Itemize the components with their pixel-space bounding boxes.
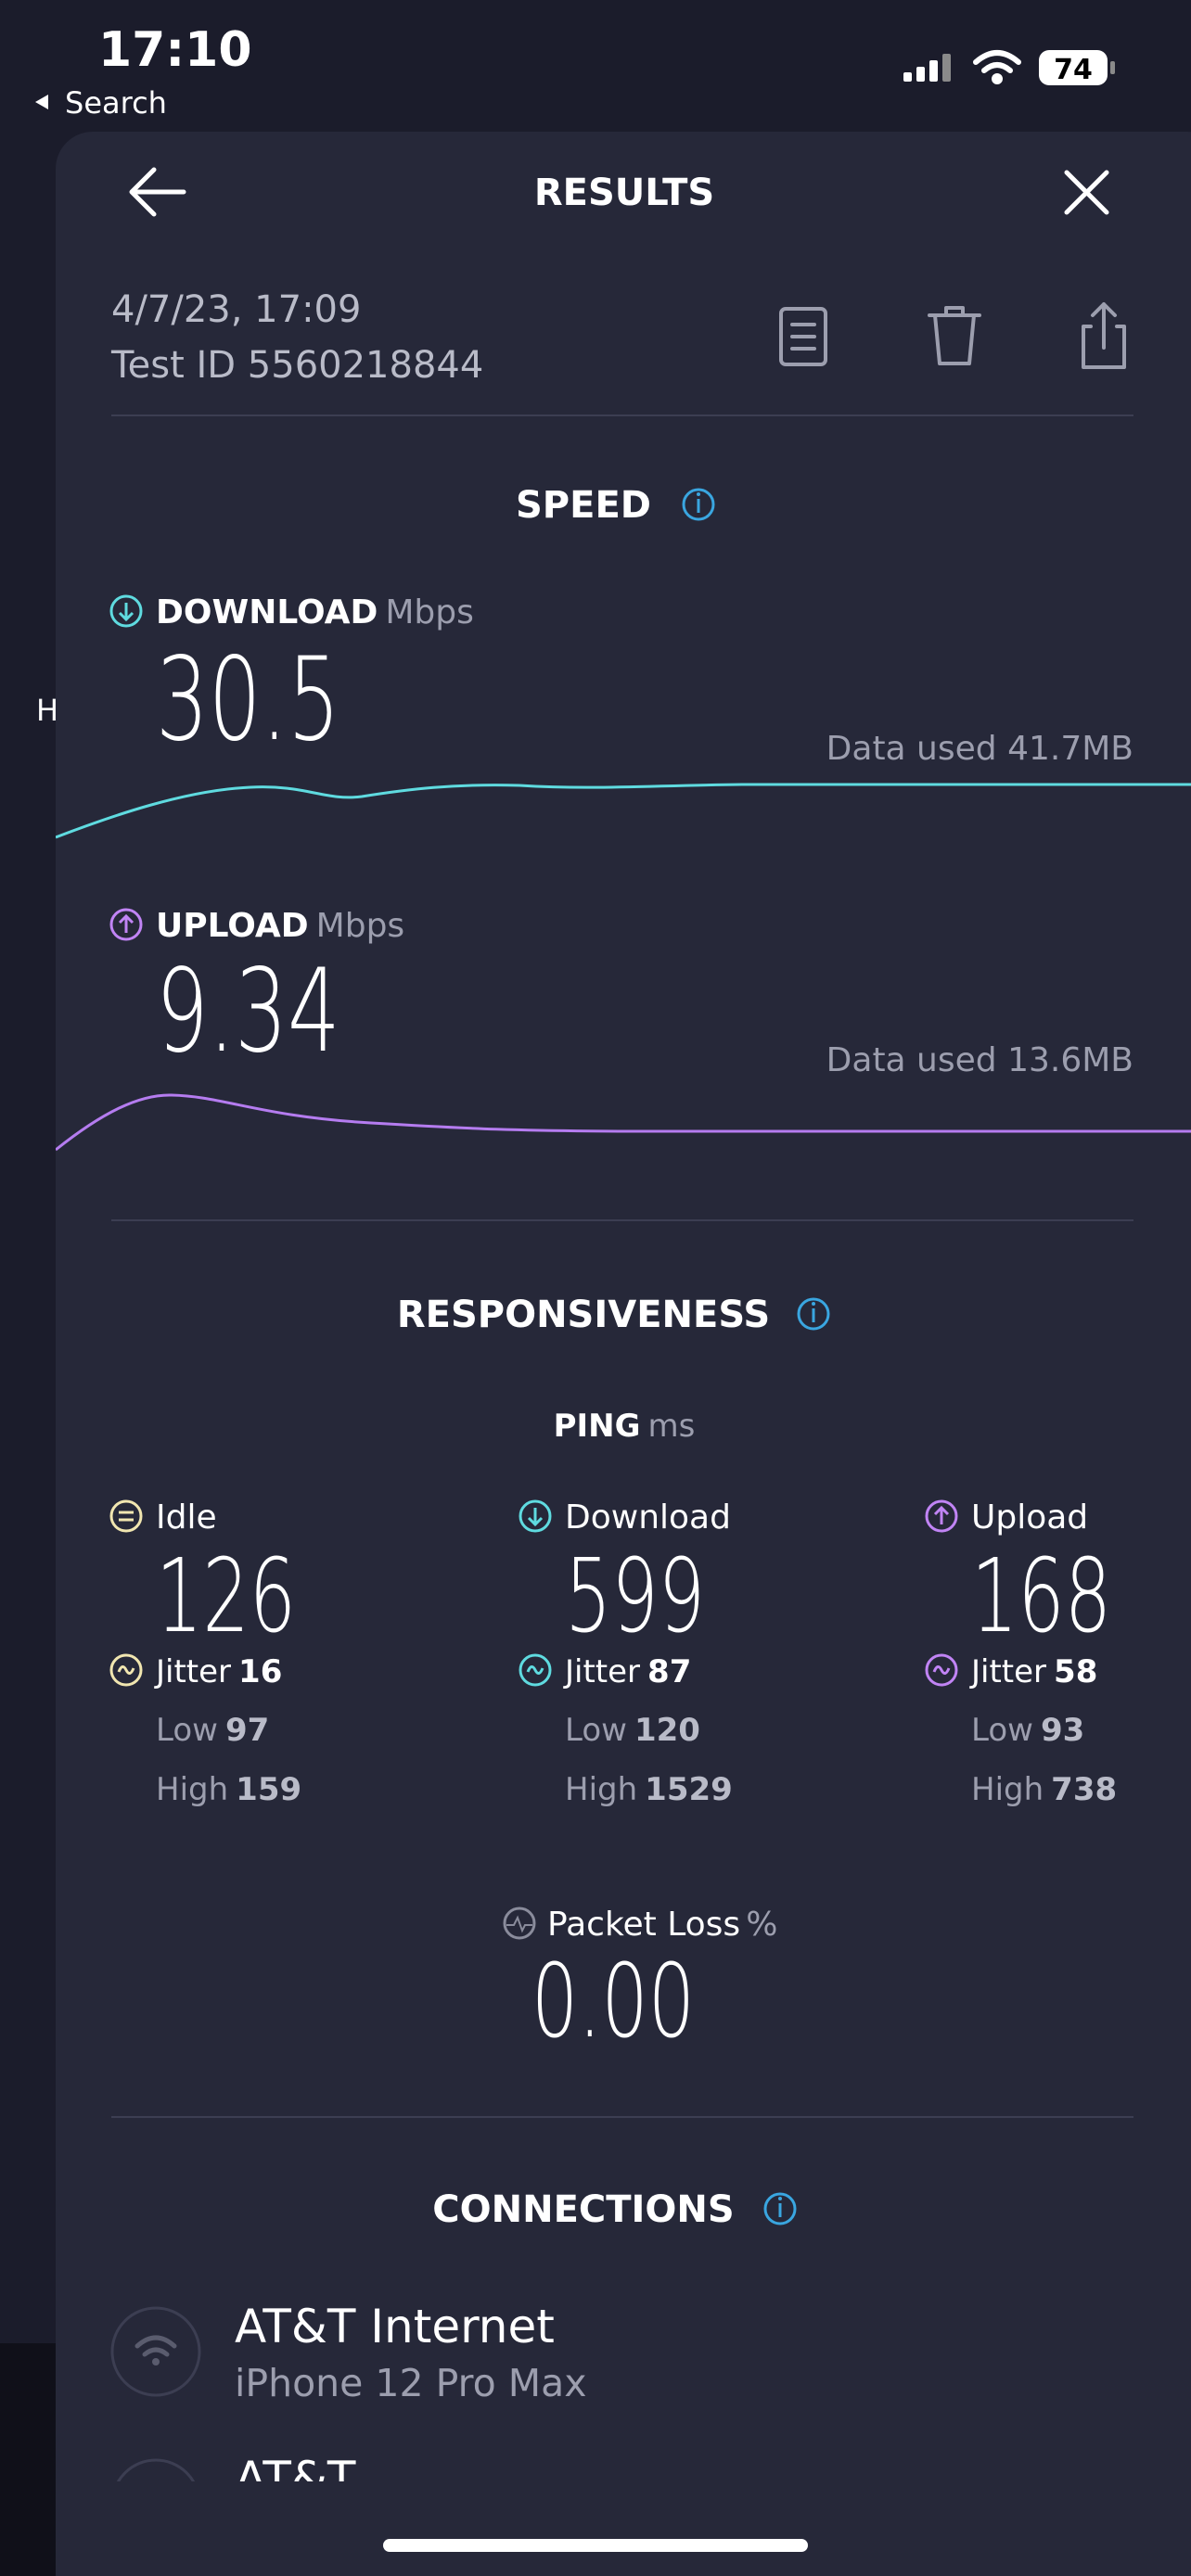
upload-graph	[56, 1093, 1191, 1152]
upload-label: UPLOAD Mbps	[156, 907, 404, 945]
connection-icon	[116, 2458, 196, 2481]
sheet-content: RESULTS 4/7/23, 17:09 Test ID 5560218844…	[56, 167, 1191, 2506]
info-icon[interactable]	[682, 488, 715, 521]
section-title: RESPONSIVENESS	[397, 1294, 770, 1336]
ping-label: Download	[565, 1498, 731, 1537]
battery-icon	[1039, 50, 1108, 85]
upload-value: 9.34	[156, 945, 340, 1078]
ping-value: 168	[971, 1537, 1111, 1656]
connection-icon	[110, 2306, 201, 2397]
ping-low: Low 120	[565, 1712, 700, 1749]
ping-low: Low 97	[156, 1712, 269, 1749]
test-id: Test ID 5560218844	[110, 344, 483, 387]
jitter-icon	[109, 1653, 143, 1687]
download-icon	[109, 594, 143, 628]
jitter-icon	[519, 1653, 552, 1687]
packet-loss-icon	[503, 1906, 536, 1940]
wifi-icon	[973, 50, 1021, 84]
header-title: RESULTS	[534, 172, 714, 214]
ping-value: 126	[156, 1537, 296, 1656]
ping-label: Idle	[156, 1498, 217, 1537]
info-icon[interactable]	[763, 2192, 797, 2225]
packet-loss-label: Packet Loss%	[547, 1906, 777, 1944]
ping-value: 599	[565, 1537, 705, 1656]
delete-icon[interactable]	[928, 306, 981, 365]
report-icon[interactable]	[779, 307, 827, 366]
info-icon[interactable]	[797, 1297, 830, 1331]
ping-icon	[925, 1499, 958, 1533]
jitter: Jitter 16	[154, 1653, 282, 1690]
data-used: Data used 13.6MB	[826, 1041, 1133, 1079]
ping-high: High 1529	[565, 1771, 733, 1808]
connection-name: AT&T Internet	[235, 2300, 555, 2353]
data-used: Data used 41.7MB	[826, 730, 1133, 768]
section-title: CONNECTIONS	[432, 2188, 734, 2231]
download-value: 30.5	[156, 633, 340, 766]
home-indicator	[383, 2539, 808, 2552]
background-letter: H	[36, 693, 58, 728]
results-sheet	[56, 132, 1191, 2576]
test-date: 4/7/23, 17:09	[111, 288, 361, 331]
connection-device: iPhone 12 Pro Max	[235, 2361, 586, 2405]
ping-icon	[109, 1499, 143, 1533]
jitter-icon	[925, 1653, 958, 1687]
background-edge	[0, 2343, 56, 2576]
signal-icon	[903, 54, 951, 82]
close-button[interactable]	[1064, 170, 1109, 215]
download-graph	[56, 783, 1191, 839]
connection-name: AT&T	[235, 2452, 356, 2506]
battery-tip	[1110, 61, 1115, 74]
download-label: DOWNLOAD Mbps	[156, 593, 474, 631]
ping-high: High 738	[971, 1771, 1117, 1808]
status-back[interactable]: Search	[65, 85, 167, 121]
battery-level: 74	[1054, 54, 1093, 86]
jitter: Jitter 87	[563, 1653, 691, 1690]
ping-low: Low 93	[971, 1712, 1084, 1749]
ping-label: Upload	[971, 1498, 1088, 1537]
jitter: Jitter 58	[969, 1653, 1097, 1690]
upload-icon	[109, 908, 143, 941]
back-button[interactable]	[129, 167, 186, 217]
share-icon[interactable]	[1082, 302, 1126, 369]
ping-label: PING ms	[554, 1408, 696, 1445]
packet-loss-value: 0.00	[531, 1942, 695, 2061]
back-triangle	[35, 95, 48, 109]
ping-icon	[519, 1499, 552, 1533]
status-time: 17:10	[98, 22, 252, 78]
section-title: SPEED	[516, 484, 651, 527]
ping-high: High 159	[156, 1771, 301, 1808]
